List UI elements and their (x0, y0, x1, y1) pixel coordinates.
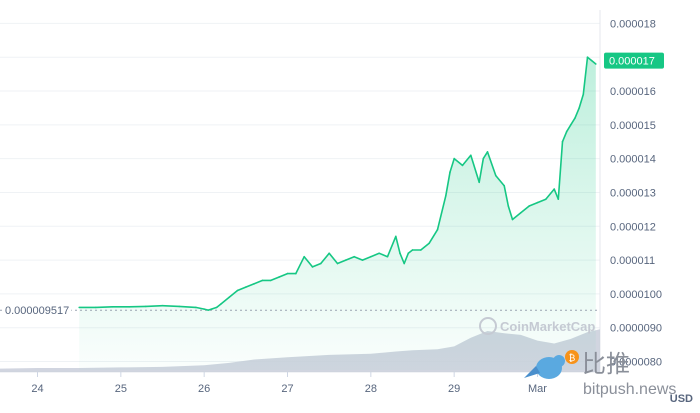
price-line-segment (161, 304, 180, 308)
price-line-segment (482, 151, 489, 160)
price-line-segment (586, 56, 593, 62)
x-tick-label: 29 (448, 383, 460, 395)
price-line-segment (236, 286, 247, 292)
price-line-segment (394, 235, 401, 255)
reference-label-bg (3, 304, 72, 319)
price-line-segment (507, 205, 514, 221)
bitpush-bird-icon: ₿ (524, 350, 579, 379)
reference-price-label: 0.000009517 (5, 305, 69, 317)
price-line-segment (544, 188, 556, 200)
price-area (79, 57, 596, 370)
price-line-segment (399, 252, 406, 265)
price-line-segment (319, 252, 331, 265)
y-axis-ticks: 0.0000080 0.0000090 0.0000100 0.000011 0.000… (610, 18, 662, 368)
price-line-segment (269, 276, 281, 282)
currency-label: USD (670, 393, 693, 405)
y-tick-label: 0.000014 (610, 154, 656, 166)
price-line-segment (461, 154, 472, 167)
price-line-segment (557, 140, 564, 200)
price-line-segment (444, 171, 451, 197)
x-tick-label: 25 (115, 383, 127, 395)
price-line-segment (578, 93, 585, 109)
price-line-segment (369, 252, 381, 258)
current-price-tag: 0.000017 (604, 52, 664, 69)
y-tick-label: 0.000018 (610, 18, 656, 30)
bitpush-watermark: ₿ 比推 bitpush.news (524, 350, 676, 398)
price-area-fill (79, 57, 596, 370)
y-tick-label: 0.000013 (610, 187, 656, 199)
price-line-segment (582, 56, 589, 96)
y-tick-label: 0.0000090 (610, 323, 662, 335)
y-tick-label: 0.0000100 (610, 289, 662, 301)
price-line-segment (436, 195, 447, 231)
price-line-segment (344, 255, 356, 261)
price-line-segment (449, 157, 456, 173)
price-line-segment (336, 259, 347, 265)
cmc-watermark-text: CoinMarketCap (500, 319, 595, 334)
price-line-segment (378, 252, 389, 258)
price-line-segment (195, 306, 205, 310)
price-line-segment (361, 255, 372, 261)
cmc-logo-icon (479, 317, 497, 335)
price-line-segment (245, 282, 255, 288)
price-line-segment (303, 255, 314, 268)
price-line-segment (494, 174, 506, 187)
price-line-segment (178, 305, 197, 309)
price-line-segment (419, 242, 431, 251)
price-line-segment (561, 130, 568, 143)
y-tick-label: 0.000015 (610, 120, 656, 132)
price-line-segment (574, 107, 581, 119)
x-axis-ticks: 24 25 26 27 28 29 Mar (31, 372, 547, 395)
price-line-segment (478, 157, 485, 184)
bitpush-cn-text: 比推 (582, 350, 630, 378)
y-tick-label: 0.000016 (610, 86, 656, 98)
x-tick-label: 26 (198, 383, 210, 395)
price-line-segment (536, 198, 547, 204)
coinmarketcap-watermark: CoinMarketCap (479, 317, 595, 335)
price-line-segment (228, 289, 239, 299)
price-line-segment (403, 252, 410, 265)
x-tick-label: 28 (365, 383, 377, 395)
price-line-segment (569, 117, 576, 126)
price-line-segment (486, 151, 497, 177)
price-line-segment (428, 228, 439, 244)
price-line-segment (565, 124, 572, 133)
current-price-tag-bg (604, 52, 664, 69)
price-line-segment (253, 279, 264, 285)
price-line-segment (353, 255, 364, 261)
bitpush-en-text: bitpush.news (583, 381, 676, 398)
x-tick-label: 27 (281, 383, 293, 395)
price-line-segment (278, 272, 289, 278)
price-line-segment (95, 305, 114, 309)
price-line-segment (511, 212, 522, 221)
y-tick-label: 0.000011 (610, 255, 655, 267)
price-line-segment (215, 303, 222, 309)
price-line-segment (469, 154, 481, 184)
price-line-segment (328, 252, 339, 265)
x-tick-label: 24 (31, 383, 43, 395)
current-price-label: 0.000017 (609, 56, 655, 68)
y-tick-label: 0.000012 (610, 221, 656, 233)
price-line-segment (145, 304, 164, 308)
price-line-segment (503, 184, 510, 207)
price-line-segment (519, 205, 531, 214)
price-line-segment (294, 255, 306, 275)
price-line-segment (553, 188, 560, 200)
y-tick-label: 0.0000080 (610, 357, 662, 369)
price-line-segment (453, 157, 464, 167)
price-line-segment (220, 296, 230, 305)
svg-text:₿: ₿ (569, 353, 576, 364)
price-line-segment (311, 262, 322, 268)
price-line (78, 56, 597, 311)
price-line-segment (590, 59, 597, 65)
price-line-segment (528, 201, 539, 207)
price-line-segment (386, 235, 397, 258)
price-line-segment (407, 249, 414, 255)
x-tick-label: Mar (528, 383, 547, 395)
reference-line-group: 0.000009517 (0, 304, 600, 319)
